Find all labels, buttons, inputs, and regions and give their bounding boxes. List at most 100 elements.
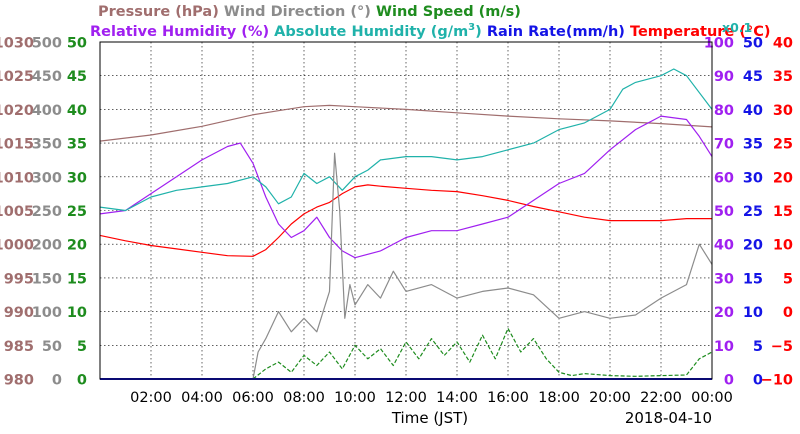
y-tick-label: 35 [743,137,763,153]
y-tick-label: 15 [743,271,763,287]
x-tick-label: 06:00 [232,390,274,406]
plot-frame [99,41,713,380]
x-tick-label: 14:00 [436,390,478,406]
y-tick-label: 5 [77,339,87,355]
y-tick-label: 350 [32,137,62,153]
y-tick-label: 25 [743,204,763,220]
y-tick-label: 200 [32,238,62,254]
series-line-pressure [99,104,713,142]
title-label: ) [475,24,482,40]
y-tick-label: 15 [67,271,87,287]
y-tick-label: 30 [714,271,734,287]
title-label: Pressure (hPa) [98,4,219,20]
y-tick-label: 1020 [0,103,34,119]
series-line-absolute-humidity [99,68,713,212]
y-tick-label: 250 [32,204,62,220]
y-tick-label: 10 [67,305,87,321]
y-tick-label: 5 [783,271,793,287]
y-tick-label: 995 [4,271,34,287]
y-tick-label: 10 [773,238,793,254]
x-tick-label: 02:00 [130,390,172,406]
y-tick-label: 25 [67,204,87,220]
y-tick-label: 20 [773,170,793,186]
chart-title-row1: Pressure (hPa) Wind Direction (°) Wind S… [98,4,521,20]
title-label: Relative Humidity (%) [90,24,269,40]
y-tick-label: 45 [743,69,763,85]
grid-lines [100,42,712,380]
y-tick-label: 50 [714,204,734,220]
ah-scale-note: x0.1 [722,20,752,35]
title-label: Temperature (°C) [625,24,771,40]
y-tick-label: 20 [714,305,734,321]
title-label: Wind Direction (°) [219,4,371,20]
y-tick-label: 400 [32,103,62,119]
y-tick-label: 50 [67,36,87,52]
y-tick-label: 500 [32,36,62,52]
y-tick-label: 20 [743,238,763,254]
y-tick-label: 90 [714,69,734,85]
y-tick-label: 10 [714,339,734,355]
x-tick-label: 12:00 [385,390,427,406]
y-tick-label: 100 [32,305,62,321]
series-line-wind-direction [252,152,713,380]
series-line-temperature [99,184,712,257]
y-tick-label: 0 [77,373,87,389]
y-tick-label: 35 [773,69,793,85]
y-tick-label: 50 [42,339,62,355]
y-tick-label: 990 [4,305,34,321]
axis-tick-labels: 1030102510201015101010051000995990985980… [0,36,793,407]
y-tick-label: 40 [714,238,734,254]
x-tick-label: 18:00 [538,390,580,406]
x-tick-label: 22:00 [640,390,682,406]
y-tick-label: 15 [773,204,793,220]
y-tick-label: 10 [743,305,763,321]
y-tick-label: 45 [67,69,87,85]
y-tick-label: 0 [783,305,793,321]
y-tick-label: 80 [714,103,734,119]
x-axis-label: Time (JST) [391,409,468,427]
x-tick-label: 00:00 [691,390,733,406]
y-tick-label: 50 [743,36,763,52]
title-label: Rain Rate(mm/h) [482,24,625,40]
series-line-relative-humidity [99,115,713,259]
x-tick-label: 08:00 [283,390,325,406]
y-tick-label: 0 [52,373,62,389]
x-tick-label: 16:00 [487,390,529,406]
x-tick-label: 10:00 [334,390,376,406]
y-tick-label: 5 [753,339,763,355]
y-tick-label: 1025 [0,69,34,85]
title-label: Wind Speed (m/s) [371,4,521,20]
title-superscript: 3 [468,22,475,33]
y-tick-label: 25 [773,137,793,153]
title-label: Absolute Humidity (g/m [269,24,468,40]
chart-title-row2: Relative Humidity (%) Absolute Humidity … [90,22,770,40]
series-line-wind-speed [252,327,713,380]
y-tick-label: 300 [32,170,62,186]
x-tick-label: 20:00 [589,390,631,406]
date-label: 2018-04-10 [625,409,712,427]
y-tick-label: −5 [771,339,793,355]
y-tick-label: 980 [4,373,34,389]
y-tick-label: 40 [773,36,793,52]
y-tick-label: 30 [743,170,763,186]
y-tick-label: 0 [724,373,734,389]
y-tick-label: 60 [714,170,734,186]
y-tick-label: 1015 [0,137,34,153]
y-tick-label: 20 [67,238,87,254]
y-tick-label: 40 [743,103,763,119]
y-tick-label: 100 [704,36,734,52]
y-tick-label: 1010 [0,170,34,186]
y-tick-label: 450 [32,69,62,85]
x-tick-label: 04:00 [181,390,223,406]
y-tick-label: 40 [67,103,87,119]
y-tick-label: 0 [753,373,763,389]
y-tick-label: 30 [67,170,87,186]
y-tick-label: 150 [32,271,62,287]
y-tick-label: 35 [67,137,87,153]
y-tick-label: 70 [714,137,734,153]
y-tick-label: −10 [761,373,793,389]
y-tick-label: 30 [773,103,793,119]
